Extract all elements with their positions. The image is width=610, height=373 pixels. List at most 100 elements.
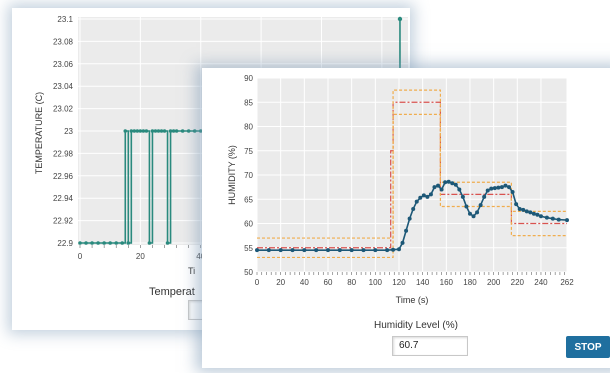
humidity-x-tick-label: 0 bbox=[255, 278, 260, 287]
humidity-x-tick-label: 80 bbox=[347, 278, 356, 287]
temperature-data-point bbox=[153, 129, 158, 133]
temperature-data-point bbox=[162, 129, 167, 133]
humidity-data-point bbox=[450, 181, 455, 186]
temperature-data-point bbox=[132, 129, 137, 133]
temperature-data-point bbox=[102, 241, 106, 245]
humidity-x-tick-label: 100 bbox=[369, 278, 383, 287]
temperature-data-point bbox=[156, 129, 161, 133]
humidity-data-point bbox=[485, 188, 490, 193]
humidity-data-point bbox=[565, 218, 569, 223]
temperature-data-point bbox=[141, 129, 146, 133]
temperature-data-point bbox=[397, 16, 403, 22]
humidity-data-point bbox=[302, 248, 307, 253]
humidity-data-point bbox=[521, 207, 526, 212]
temperature-y-tick-label: 23.08 bbox=[53, 37, 74, 46]
humidity-data-point bbox=[421, 193, 426, 198]
humidity-data-point bbox=[556, 217, 561, 222]
humidity-value-field: 60.7 bbox=[392, 336, 468, 356]
humidity-data-point bbox=[503, 183, 508, 188]
humidity-data-point bbox=[550, 216, 555, 221]
humidity-data-point bbox=[517, 206, 522, 211]
temperature-data-point bbox=[114, 241, 119, 245]
humidity-y-tick-label: 65 bbox=[244, 195, 253, 204]
temperature-data-point bbox=[123, 129, 128, 133]
humidity-y-tick-label: 90 bbox=[244, 74, 253, 83]
humidity-data-point bbox=[385, 248, 390, 253]
humidity-data-point bbox=[531, 211, 536, 216]
humidity-data-point bbox=[337, 248, 342, 253]
humidity-y-tick-label: 75 bbox=[244, 147, 253, 156]
humidity-data-point bbox=[538, 214, 543, 219]
humidity-data-point bbox=[396, 247, 401, 252]
temperature-data-point bbox=[147, 241, 152, 245]
humidity-data-point bbox=[266, 248, 271, 253]
temperature-data-point bbox=[120, 241, 125, 245]
humidity-y-tick-label: 70 bbox=[244, 171, 253, 180]
temperature-data-point bbox=[174, 129, 179, 133]
temperature-data-point bbox=[96, 241, 100, 245]
humidity-data-point bbox=[524, 209, 529, 214]
humidity-tolerance-band-line bbox=[257, 113, 567, 259]
humidity-x-tick-label: 60 bbox=[324, 278, 333, 287]
humidity-data-point bbox=[414, 199, 419, 204]
humidity-x-axis-title: Time (s) bbox=[396, 295, 429, 305]
temperature-y-tick-label: 22.92 bbox=[53, 217, 74, 226]
humidity-panel: 90 85 80 75 70 65 60 55 50 0 20 40 60 80 100 120 140 160… bbox=[202, 68, 610, 368]
humidity-data-point bbox=[496, 185, 501, 190]
temperature-data-point bbox=[90, 241, 94, 245]
humidity-x-tick-label: 200 bbox=[487, 278, 501, 287]
humidity-data-point bbox=[475, 210, 480, 215]
humidity-data-point bbox=[453, 182, 458, 187]
humidity-data-point bbox=[489, 186, 494, 191]
humidity-data-point bbox=[499, 185, 504, 190]
temperature-x-tick-label: 40 bbox=[196, 252, 205, 261]
temperature-data-point bbox=[180, 129, 185, 133]
humidity-chart: 90 85 80 75 70 65 60 55 50 0 20 40 60 80 100 120 140 160… bbox=[227, 74, 574, 305]
humidity-x-tick-label: 220 bbox=[511, 278, 525, 287]
temperature-data-point bbox=[171, 129, 176, 133]
temperature-y-axis-title: TEMPERATURE (C) bbox=[34, 92, 44, 174]
humidity-data-point bbox=[460, 194, 465, 199]
temperature-data-point bbox=[108, 241, 112, 245]
temperature-y-tick-label: 22.98 bbox=[53, 149, 74, 158]
humidity-y-tick-label: 85 bbox=[244, 98, 253, 107]
humidity-data-point bbox=[349, 248, 354, 253]
temperature-x-axis-title: Ti bbox=[188, 266, 195, 276]
humidity-data-point bbox=[471, 214, 476, 219]
temperature-y-tick-label: 23.1 bbox=[57, 15, 73, 24]
humidity-x-tick-label: 240 bbox=[534, 278, 548, 287]
humidity-data-point bbox=[492, 186, 497, 191]
humidity-data-point bbox=[407, 216, 412, 221]
humidity-x-tick-label: 160 bbox=[440, 278, 454, 287]
humidity-data-point bbox=[467, 211, 472, 216]
humidity-x-tick-label: 180 bbox=[463, 278, 477, 287]
temperature-data-point bbox=[144, 129, 149, 133]
stop-button[interactable]: STOP bbox=[566, 336, 610, 358]
temperature-data-point bbox=[84, 241, 88, 245]
humidity-y-tick-label: 55 bbox=[244, 244, 253, 253]
humidity-y-tick-label: 50 bbox=[244, 268, 253, 277]
humidity-data-point bbox=[457, 187, 462, 192]
humidity-data-point bbox=[404, 228, 409, 233]
humidity-data-point bbox=[418, 195, 423, 200]
humidity-x-tick-label: 140 bbox=[416, 278, 430, 287]
humidity-data-point bbox=[439, 187, 444, 192]
temperature-y-tick-label: 22.94 bbox=[53, 194, 74, 203]
temperature-data-point bbox=[198, 129, 203, 133]
temperature-data-point bbox=[165, 241, 170, 245]
temperature-y-tick-label: 23.02 bbox=[53, 105, 74, 114]
temperature-data-point bbox=[135, 129, 140, 133]
temperature-data-point bbox=[129, 129, 134, 133]
humidity-data-point bbox=[325, 248, 330, 253]
humidity-data-point bbox=[290, 248, 295, 253]
temperature-data-point bbox=[186, 129, 191, 133]
humidity-data-point bbox=[544, 215, 549, 220]
humidity-data-point bbox=[425, 194, 430, 199]
humidity-data-point bbox=[361, 248, 366, 253]
humidity-data-point bbox=[478, 203, 483, 208]
humidity-data-point bbox=[507, 185, 512, 190]
humidity-data-point bbox=[482, 194, 487, 199]
temperature-data-point bbox=[168, 129, 173, 133]
humidity-x-tick-label: 40 bbox=[300, 278, 309, 287]
humidity-y-tick-label: 60 bbox=[244, 220, 253, 229]
